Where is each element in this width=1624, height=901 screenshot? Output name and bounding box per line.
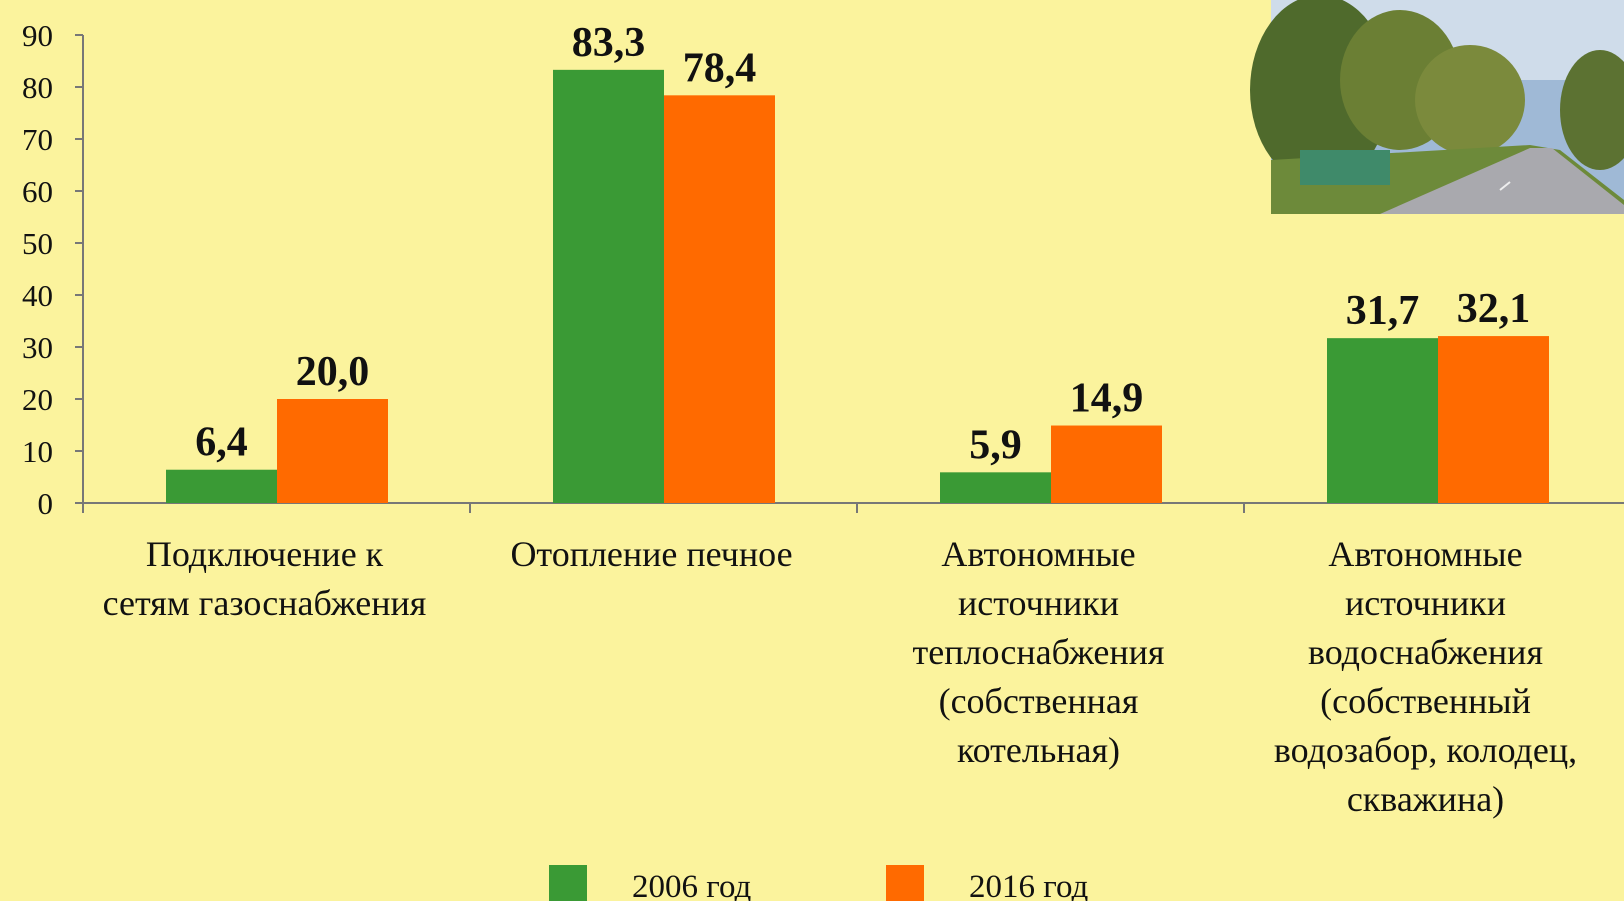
y-tick-label: 40 bbox=[22, 278, 53, 313]
bar bbox=[277, 399, 388, 503]
y-tick-label: 10 bbox=[22, 434, 53, 469]
legend: 2006 год 2016 год bbox=[549, 865, 1089, 901]
value-label: 6,4 bbox=[195, 420, 248, 466]
legend-label: 2006 год bbox=[632, 869, 752, 901]
bar bbox=[553, 69, 664, 503]
value-label: 83,3 bbox=[572, 20, 646, 66]
value-label: 20,0 bbox=[296, 349, 370, 395]
bar bbox=[1438, 336, 1549, 503]
value-label: 14,9 bbox=[1070, 376, 1144, 422]
value-label: 32,1 bbox=[1457, 286, 1531, 332]
value-label: 5,9 bbox=[969, 422, 1022, 468]
x-tick-label: Автономные источники теплоснабжения (соб… bbox=[912, 534, 1165, 770]
x-tick-label: Отопление печное bbox=[510, 534, 793, 574]
legend-swatch bbox=[886, 865, 924, 901]
bar bbox=[1327, 338, 1438, 503]
legend-label: 2016 год bbox=[969, 869, 1089, 901]
y-tick-label: 70 bbox=[22, 122, 53, 157]
bar bbox=[940, 472, 1051, 503]
y-tick-label: 0 bbox=[38, 486, 54, 521]
bar bbox=[166, 469, 277, 503]
x-tick-label: Подключение к сетям газоснабжения bbox=[102, 534, 427, 623]
y-tick-label: 60 bbox=[22, 174, 53, 209]
bar bbox=[664, 95, 775, 503]
photo bbox=[1250, 0, 1624, 214]
y-tick-label: 90 bbox=[22, 18, 53, 53]
y-tick-label: 30 bbox=[22, 330, 53, 365]
x-tick-label: Автономные источники водоснабжения (собс… bbox=[1273, 534, 1578, 819]
value-label: 31,7 bbox=[1346, 288, 1420, 334]
y-tick-label: 50 bbox=[22, 226, 53, 261]
bar bbox=[1051, 425, 1162, 503]
y-tick-label: 80 bbox=[22, 70, 53, 105]
value-label: 78,4 bbox=[683, 45, 757, 91]
y-tick-label: 20 bbox=[22, 382, 53, 417]
legend-swatch bbox=[549, 865, 587, 901]
